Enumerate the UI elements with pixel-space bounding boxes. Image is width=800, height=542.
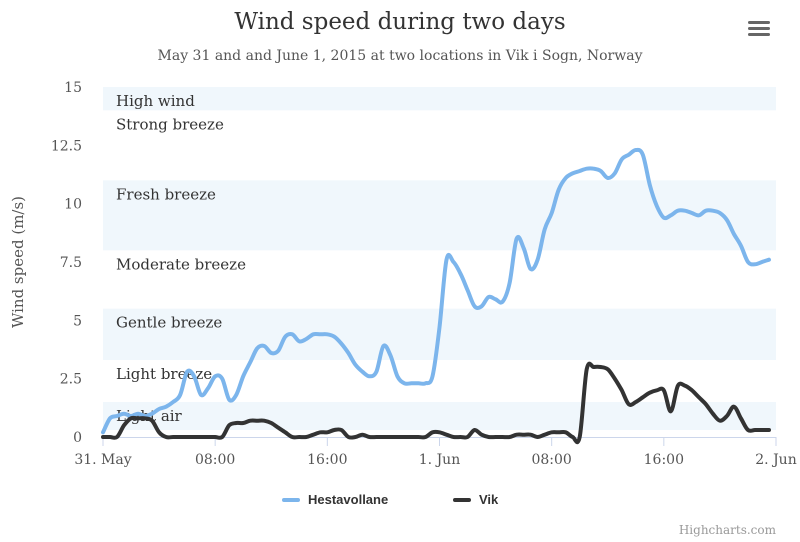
band-label-moderate-breeze: Moderate breeze xyxy=(116,255,246,273)
series-line-hestavollane xyxy=(101,147,771,435)
credits-link[interactable]: Highcharts.com xyxy=(678,523,776,537)
x-tick-label: 16:00 xyxy=(644,452,684,468)
x-tick-label: 16:00 xyxy=(307,452,347,468)
legend-item-vik[interactable]: Vik xyxy=(453,492,498,507)
x-tick-label: 08:00 xyxy=(531,452,571,468)
menu-bar xyxy=(748,33,770,36)
x-tick-label: 2. Jun xyxy=(755,452,796,468)
band-label-gentle-breeze: Gentle breeze xyxy=(116,314,222,332)
legend-swatch-hestavollane xyxy=(282,497,300,502)
band-label-strong-breeze: Strong breeze xyxy=(116,115,224,133)
y-tick-label: 10 xyxy=(64,197,82,213)
x-tick-label: 08:00 xyxy=(195,452,235,468)
y-tick-label: 2.5 xyxy=(60,372,82,388)
legend-label-vik: Vik xyxy=(479,492,499,507)
plot-band-light-air xyxy=(103,402,776,430)
menu-bar xyxy=(748,21,770,24)
y-tick-label: 7.5 xyxy=(60,255,82,271)
legend-swatch-vik xyxy=(453,497,471,502)
legend: Hestavollane Vik xyxy=(0,492,800,514)
plot-band-high-wind xyxy=(103,87,776,111)
chart-subtitle: May 31 and and June 1, 2015 at two locat… xyxy=(157,48,643,64)
y-tick-label: 0 xyxy=(73,430,82,446)
y-tick-label: 15 xyxy=(64,80,82,96)
axes: 31. May 08:00 16:00 1. Jun 08:00 16:00 2. Jun 0… xyxy=(51,80,797,468)
legend-item-hestavollane[interactable]: Hestavollane xyxy=(282,492,388,507)
legend-label-hestavollane: Hestavollane xyxy=(308,492,389,507)
x-tick-label: 1. Jun xyxy=(419,452,460,468)
series-line-vik xyxy=(101,361,771,445)
band-label-high-wind: High wind xyxy=(116,92,195,110)
menu-bar xyxy=(748,27,770,30)
band-label-fresh-breeze: Fresh breeze xyxy=(116,185,216,203)
y-tick-label: 5 xyxy=(73,313,82,329)
x-tick-label: 31. May xyxy=(74,452,131,468)
y-tick-label: 12.5 xyxy=(51,138,82,154)
hamburger-menu-icon[interactable] xyxy=(746,18,772,42)
chart-title: Wind speed during two days xyxy=(234,9,566,35)
series-lines xyxy=(101,147,771,445)
